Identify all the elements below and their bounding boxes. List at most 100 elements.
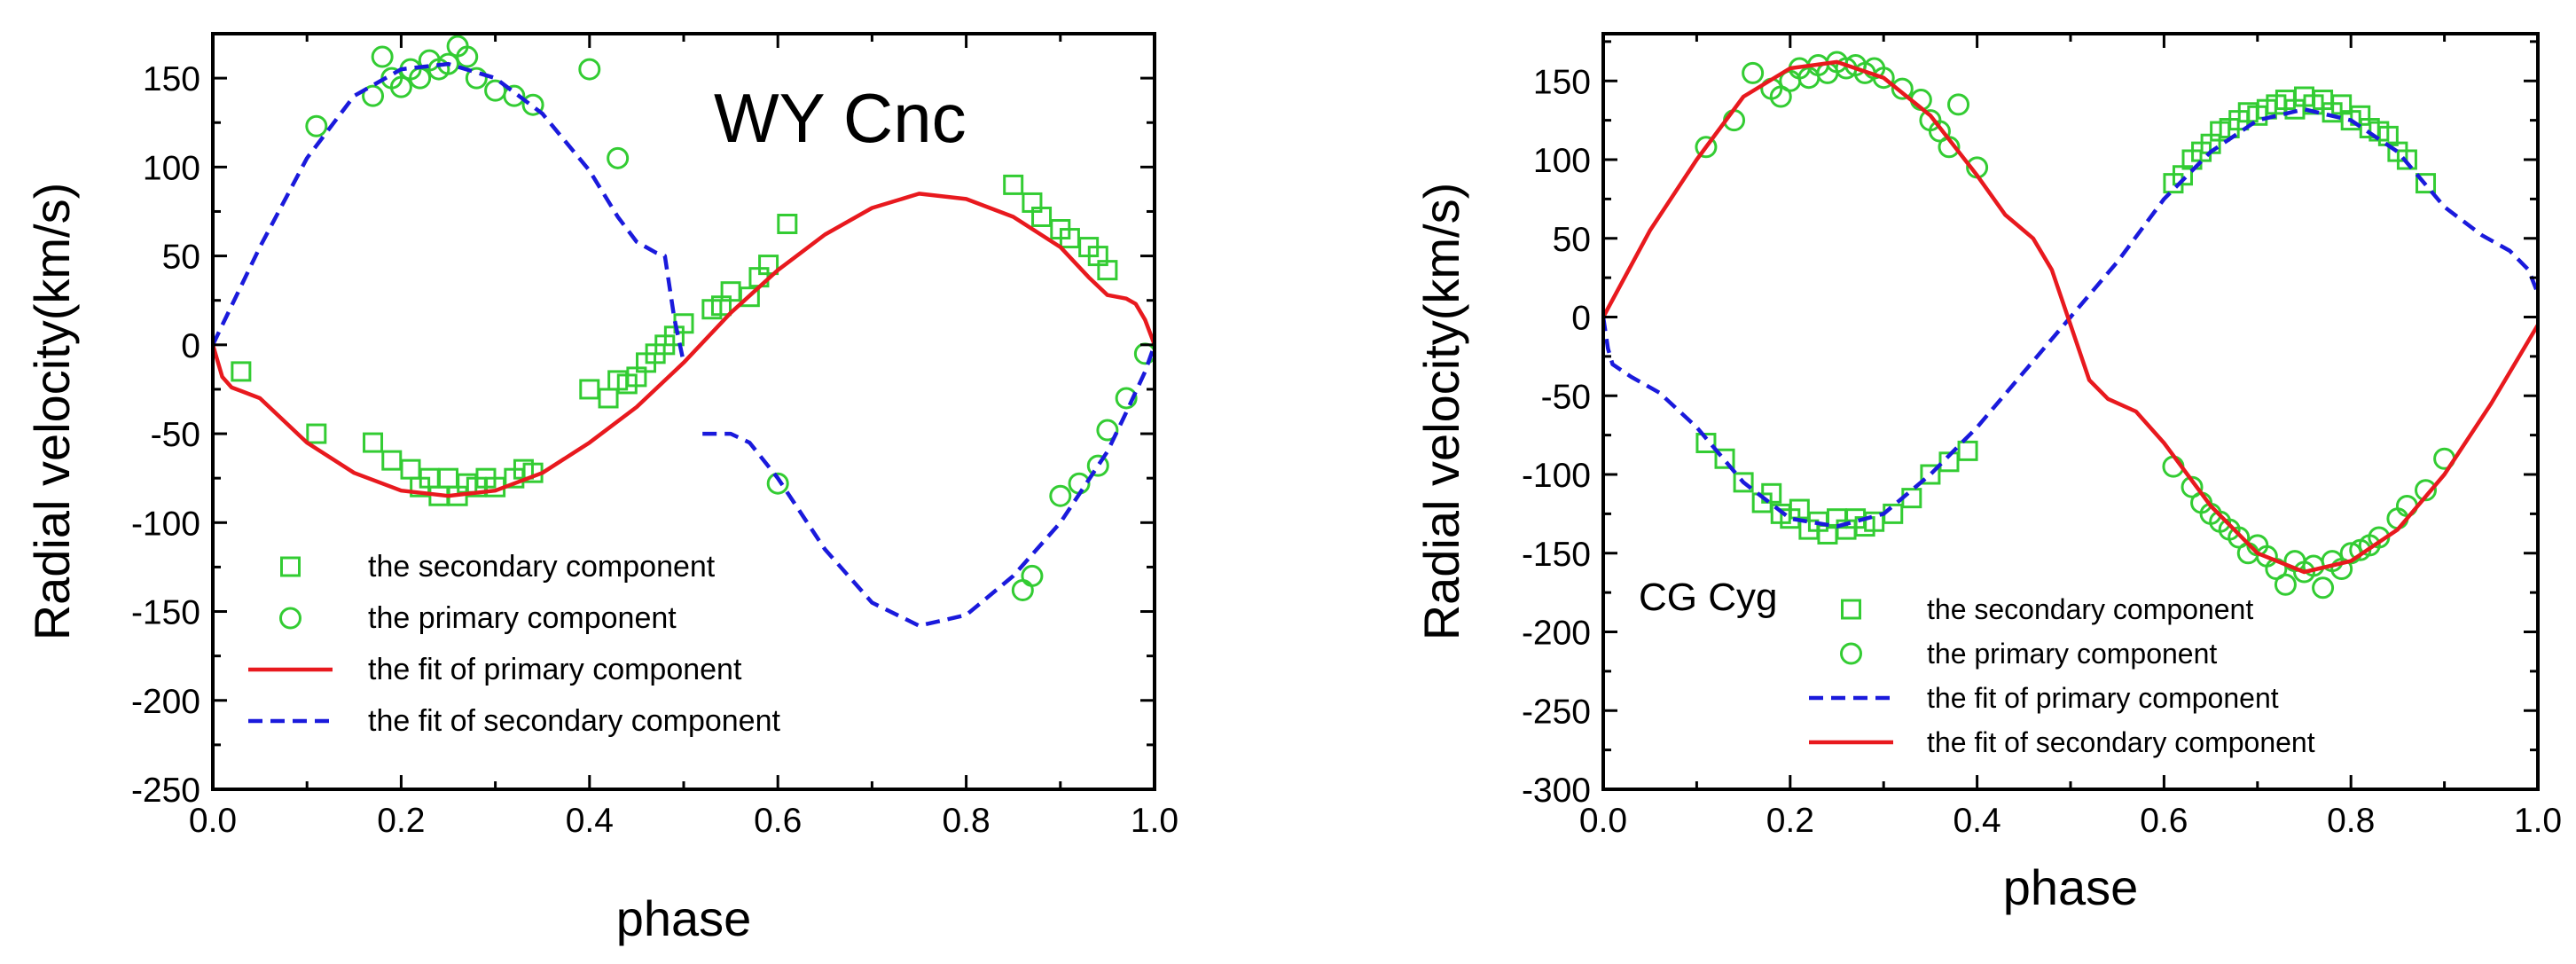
x-tick-label: 1.0 bbox=[1131, 802, 1178, 840]
data-point-circle bbox=[1742, 61, 1765, 84]
data-point-circle bbox=[2330, 558, 2353, 580]
y-tick-label: -100 bbox=[1522, 457, 1591, 495]
data-point-square bbox=[2396, 149, 2417, 170]
legend-label: the fit of primary component bbox=[368, 653, 742, 686]
x-tick-label: 0.0 bbox=[1579, 802, 1627, 840]
legend-square-swatch bbox=[1841, 599, 1861, 620]
series-line bbox=[1603, 106, 2538, 529]
series-3 bbox=[213, 61, 1155, 628]
legend-label: the secondary component bbox=[368, 550, 716, 584]
data-point-circle bbox=[578, 58, 601, 81]
data-point-circle bbox=[1769, 85, 1792, 108]
y-tick-label: -150 bbox=[1522, 536, 1591, 574]
data-point-circle bbox=[1096, 419, 1119, 442]
plot-frame bbox=[1601, 32, 2540, 791]
x-tick-label: 0.0 bbox=[189, 802, 237, 840]
data-point-circle bbox=[1086, 454, 1109, 477]
chart-title: CG Cyg bbox=[1639, 576, 1777, 619]
data-point-circle bbox=[1891, 77, 1914, 100]
data-point-circle bbox=[521, 93, 544, 116]
data-point-square bbox=[758, 255, 779, 276]
data-point-square bbox=[777, 214, 798, 235]
y-tick-label: -250 bbox=[131, 772, 200, 810]
x-axis-title: phase bbox=[616, 890, 752, 946]
series-line bbox=[1603, 59, 2538, 575]
y-tick-label: 0 bbox=[181, 327, 200, 365]
data-point-square bbox=[438, 467, 458, 489]
data-point-square bbox=[363, 432, 384, 453]
legend-label: the fit of primary component bbox=[1927, 682, 2279, 714]
y-tick-label: 100 bbox=[1533, 142, 1591, 180]
legend-label: the fit of secondary component bbox=[368, 704, 780, 738]
series-2 bbox=[1603, 106, 2538, 529]
y-tick-label: -250 bbox=[1522, 693, 1591, 731]
series-line bbox=[213, 61, 686, 364]
y-tick-label: 150 bbox=[1533, 63, 1591, 101]
data-point-square bbox=[1714, 448, 1735, 469]
y-tick-label: -100 bbox=[131, 505, 200, 543]
chart-panel-0: 0.0 0.2 0.4 0.6 0.8 1.0 150 100 50 0 -50 -100 -150 -2… bbox=[24, 32, 1178, 946]
y-tick-label: 100 bbox=[143, 149, 200, 187]
data-point-circle bbox=[2274, 573, 2297, 596]
data-point-square bbox=[1031, 206, 1053, 227]
series-line bbox=[702, 344, 1155, 628]
data-point-square bbox=[598, 388, 619, 409]
data-point-circle bbox=[503, 84, 526, 107]
y-tick-label: 150 bbox=[143, 60, 200, 98]
data-point-square bbox=[1789, 498, 1810, 520]
y-axis-title: Radial velocity(km/s) bbox=[24, 183, 80, 641]
data-point-square bbox=[1883, 503, 1904, 524]
data-point-circle bbox=[2181, 475, 2204, 498]
data-point-circle bbox=[766, 472, 789, 495]
data-point-square bbox=[739, 286, 760, 308]
data-point-square bbox=[400, 458, 421, 480]
data-point-square bbox=[1097, 260, 1118, 281]
data-point-circle bbox=[305, 114, 328, 137]
y-tick-label: -300 bbox=[1522, 772, 1591, 810]
legend-label: the primary component bbox=[1927, 638, 2217, 670]
x-tick-label: 0.6 bbox=[2140, 802, 2188, 840]
data-point-circle bbox=[371, 45, 394, 68]
data-point-square bbox=[579, 379, 600, 400]
chart-title: WY Cnc bbox=[714, 79, 967, 157]
y-tick-label: -150 bbox=[131, 594, 200, 632]
data-point-circle bbox=[456, 45, 479, 68]
data-point-square bbox=[381, 450, 403, 471]
x-tick-label: 0.2 bbox=[377, 802, 425, 840]
data-point-circle bbox=[1021, 564, 1044, 587]
series-2 bbox=[213, 192, 1155, 498]
x-axis-title: phase bbox=[2003, 859, 2139, 915]
legend-label: the primary component bbox=[368, 601, 677, 635]
data-point-square bbox=[1920, 464, 1941, 485]
data-point-square bbox=[1901, 488, 1922, 509]
series-3 bbox=[1603, 59, 2538, 575]
data-point-circle bbox=[2415, 479, 2438, 502]
data-point-square bbox=[231, 361, 252, 382]
data-point-circle bbox=[1928, 120, 1951, 143]
data-point-square bbox=[1003, 174, 1024, 195]
y-tick-label: -50 bbox=[151, 416, 200, 454]
legend: the secondary component the primary compo… bbox=[1809, 593, 2315, 758]
x-tick-label: 0.8 bbox=[2327, 802, 2375, 840]
legend-label: the fit of secondary component bbox=[1927, 726, 2315, 758]
legend-circle-swatch bbox=[279, 607, 301, 630]
y-tick-label: 50 bbox=[162, 239, 200, 277]
data-point-circle bbox=[362, 84, 385, 107]
data-point-circle bbox=[1872, 67, 1895, 90]
legend-square-swatch bbox=[280, 556, 301, 577]
data-point-square bbox=[1761, 482, 1782, 504]
data-point-circle bbox=[1068, 472, 1091, 495]
x-tick-label: 0.4 bbox=[1953, 802, 2001, 840]
data-point-circle bbox=[1115, 387, 1138, 410]
legend: the secondary component the primary compo… bbox=[248, 550, 780, 738]
data-point-circle bbox=[607, 146, 630, 169]
data-point-square bbox=[1957, 440, 1978, 461]
data-point-square bbox=[1695, 433, 1717, 453]
y-tick-label: -200 bbox=[1522, 615, 1591, 653]
x-tick-label: 1.0 bbox=[2514, 802, 2562, 840]
series-0 bbox=[231, 174, 1118, 506]
x-tick-label: 0.2 bbox=[1766, 802, 1814, 840]
data-point-circle bbox=[389, 75, 412, 98]
data-point-circle bbox=[1011, 578, 1034, 601]
